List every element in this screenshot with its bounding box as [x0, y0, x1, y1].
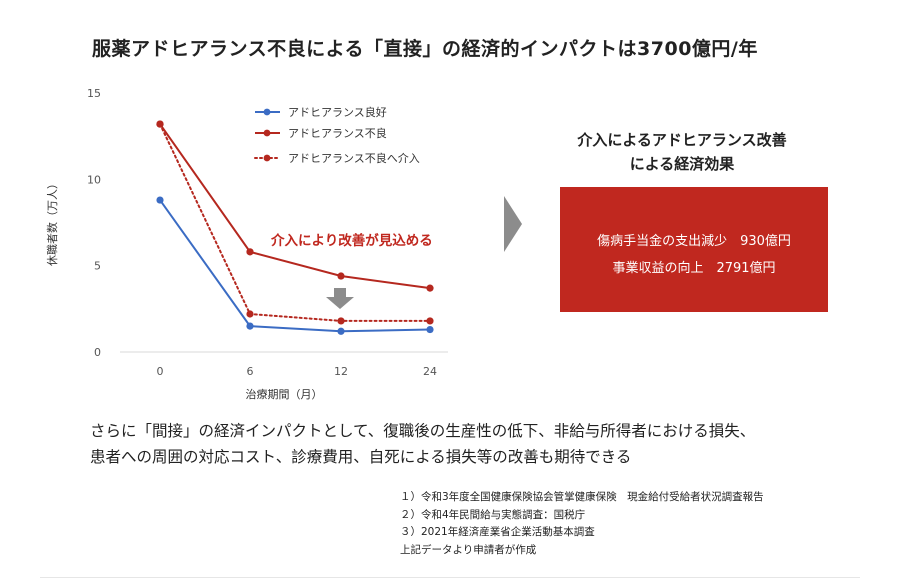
data-point: [426, 325, 434, 334]
x-tick-label: 12: [334, 365, 348, 378]
y-tick-label: 15: [87, 87, 101, 100]
legend-marker: [263, 129, 271, 137]
data-point: [246, 248, 254, 256]
x-axis-title: 治療期間（月）: [246, 387, 323, 401]
body-text: さらに「間接」の経済インパクトとして、復職後の生産性の低下、非給与所得者における…: [90, 418, 755, 470]
legend-label: アドヒアランス不良: [288, 126, 387, 140]
body-text-line1: さらに「間接」の経済インパクトとして、復職後の生産性の低下、非給与所得者における…: [90, 422, 756, 440]
data-point: [246, 322, 254, 330]
data-point: [156, 196, 164, 204]
data-point: [337, 317, 345, 325]
data-point: [246, 310, 254, 318]
y-tick-label: 10: [87, 173, 101, 186]
arrow-right-icon: [504, 196, 522, 252]
source-note: ２）令和4年民間給与実態調査：国税庁: [400, 508, 586, 521]
down-arrow-icon: [326, 297, 354, 309]
source-note: ３）2021年経済産業省企業活動基本調査: [400, 526, 595, 538]
body-text-line2: 患者への周囲の対応コスト、診療費用、自死による損失等の改善も期待できる: [90, 448, 632, 466]
legend-label: アドヒアランス良好: [288, 105, 387, 119]
data-point: [426, 284, 434, 292]
bottom-divider: [40, 577, 860, 578]
x-tick-label: 6: [247, 365, 254, 378]
source-notes: １）令和3年度全国健康保険協会管掌健康保険 現金給付受給者状況調査報告 ２）令和…: [400, 489, 764, 559]
effect-item-business-revenue: 事業収益の向上 2791億円: [612, 261, 776, 276]
y-tick-label: 5: [94, 260, 101, 273]
chart-annotation: 介入により改善が見込める: [270, 232, 433, 249]
slide-title: 服薬アドヒアランス不良による「直接」の経済的インパクトは3700億円/年: [92, 38, 758, 60]
series-line: [159, 123, 431, 290]
effect-heading: 介入によるアドヒアランス改善 による経済効果: [566, 128, 798, 176]
legend-marker: [263, 108, 271, 116]
x-tick-label: 24: [423, 365, 437, 378]
effect-box: 傷病手当金の支出減少 930億円 事業収益の向上 2791億円: [560, 187, 828, 312]
effect-item-sickness-benefit: 傷病手当金の支出減少 930億円: [597, 234, 791, 249]
legend-marker: [263, 154, 271, 162]
effect-heading-line2: による経済効果: [629, 155, 735, 173]
source-note: 上記データより申請者が作成: [400, 543, 537, 556]
down-arrow-icon: [334, 288, 346, 297]
y-tick-label: 0: [94, 346, 101, 359]
series-line: [159, 123, 431, 322]
data-point: [337, 272, 345, 280]
data-point: [337, 327, 345, 335]
effect-heading-line1: 介入によるアドヒアランス改善: [577, 131, 787, 149]
source-note: １）令和3年度全国健康保険協会管掌健康保険 現金給付受給者状況調査報告: [400, 491, 764, 503]
y-axis-title: 休職者数（万人）: [46, 178, 59, 266]
data-point: [426, 317, 434, 325]
data-point: [156, 120, 164, 128]
series-line: [159, 199, 431, 333]
x-tick-label: 0: [157, 365, 164, 378]
legend-label: アドヒアランス不良へ介入: [288, 151, 420, 165]
